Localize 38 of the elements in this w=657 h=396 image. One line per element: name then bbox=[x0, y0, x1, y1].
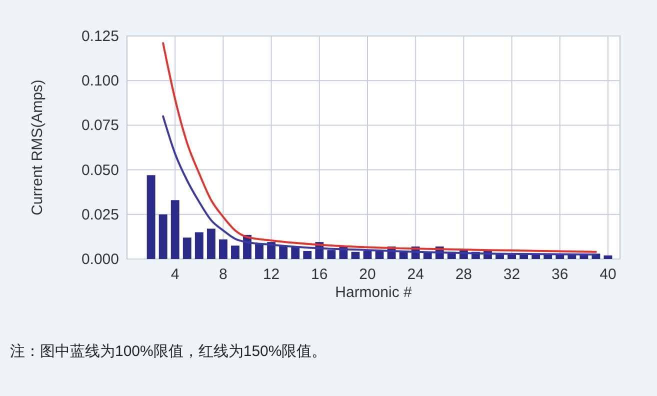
x-tick-label: 20 bbox=[359, 266, 376, 283]
line-series bbox=[162, 42, 597, 253]
y-tick-label: 0.025 bbox=[81, 206, 119, 224]
bar bbox=[194, 232, 204, 259]
bar bbox=[158, 214, 168, 259]
x-tick-label: 16 bbox=[311, 266, 328, 283]
x-tick-label: 4 bbox=[170, 266, 180, 283]
bar bbox=[327, 250, 336, 259]
bar bbox=[218, 239, 228, 259]
y-tick-label: 0.125 bbox=[81, 28, 119, 45]
x-tick-label: 28 bbox=[455, 266, 472, 283]
line-series bbox=[162, 115, 597, 256]
bar bbox=[351, 252, 360, 259]
y-tick-label: 0.100 bbox=[81, 72, 119, 90]
x-axis-title: Harmonic # bbox=[335, 284, 412, 301]
x-tick-label: 24 bbox=[407, 266, 424, 283]
bar bbox=[399, 252, 408, 259]
bar bbox=[604, 255, 612, 259]
x-tick-label: 36 bbox=[552, 266, 568, 283]
y-tick-label: 0.075 bbox=[81, 117, 119, 134]
x-tick-label: 32 bbox=[503, 266, 520, 283]
bar bbox=[363, 250, 372, 259]
bar bbox=[279, 246, 288, 259]
bar bbox=[170, 200, 180, 259]
bar bbox=[206, 228, 216, 259]
y-axis-title: Current RMS(Amps) bbox=[29, 80, 46, 216]
bar bbox=[182, 238, 192, 259]
y-tick-label: 0.050 bbox=[81, 162, 119, 179]
x-tick-label: 12 bbox=[262, 266, 280, 283]
bar bbox=[255, 244, 264, 259]
text: 注：图中蓝线为100%限值，红线为150%限值。 bbox=[10, 343, 327, 360]
x-tick-label: 8 bbox=[219, 266, 228, 283]
x-tick-label: 40 bbox=[600, 266, 616, 283]
y-tick-label: 0.000 bbox=[81, 251, 119, 268]
bar bbox=[146, 175, 156, 259]
bar bbox=[231, 246, 240, 259]
bar bbox=[303, 250, 312, 259]
bar bbox=[291, 246, 300, 259]
